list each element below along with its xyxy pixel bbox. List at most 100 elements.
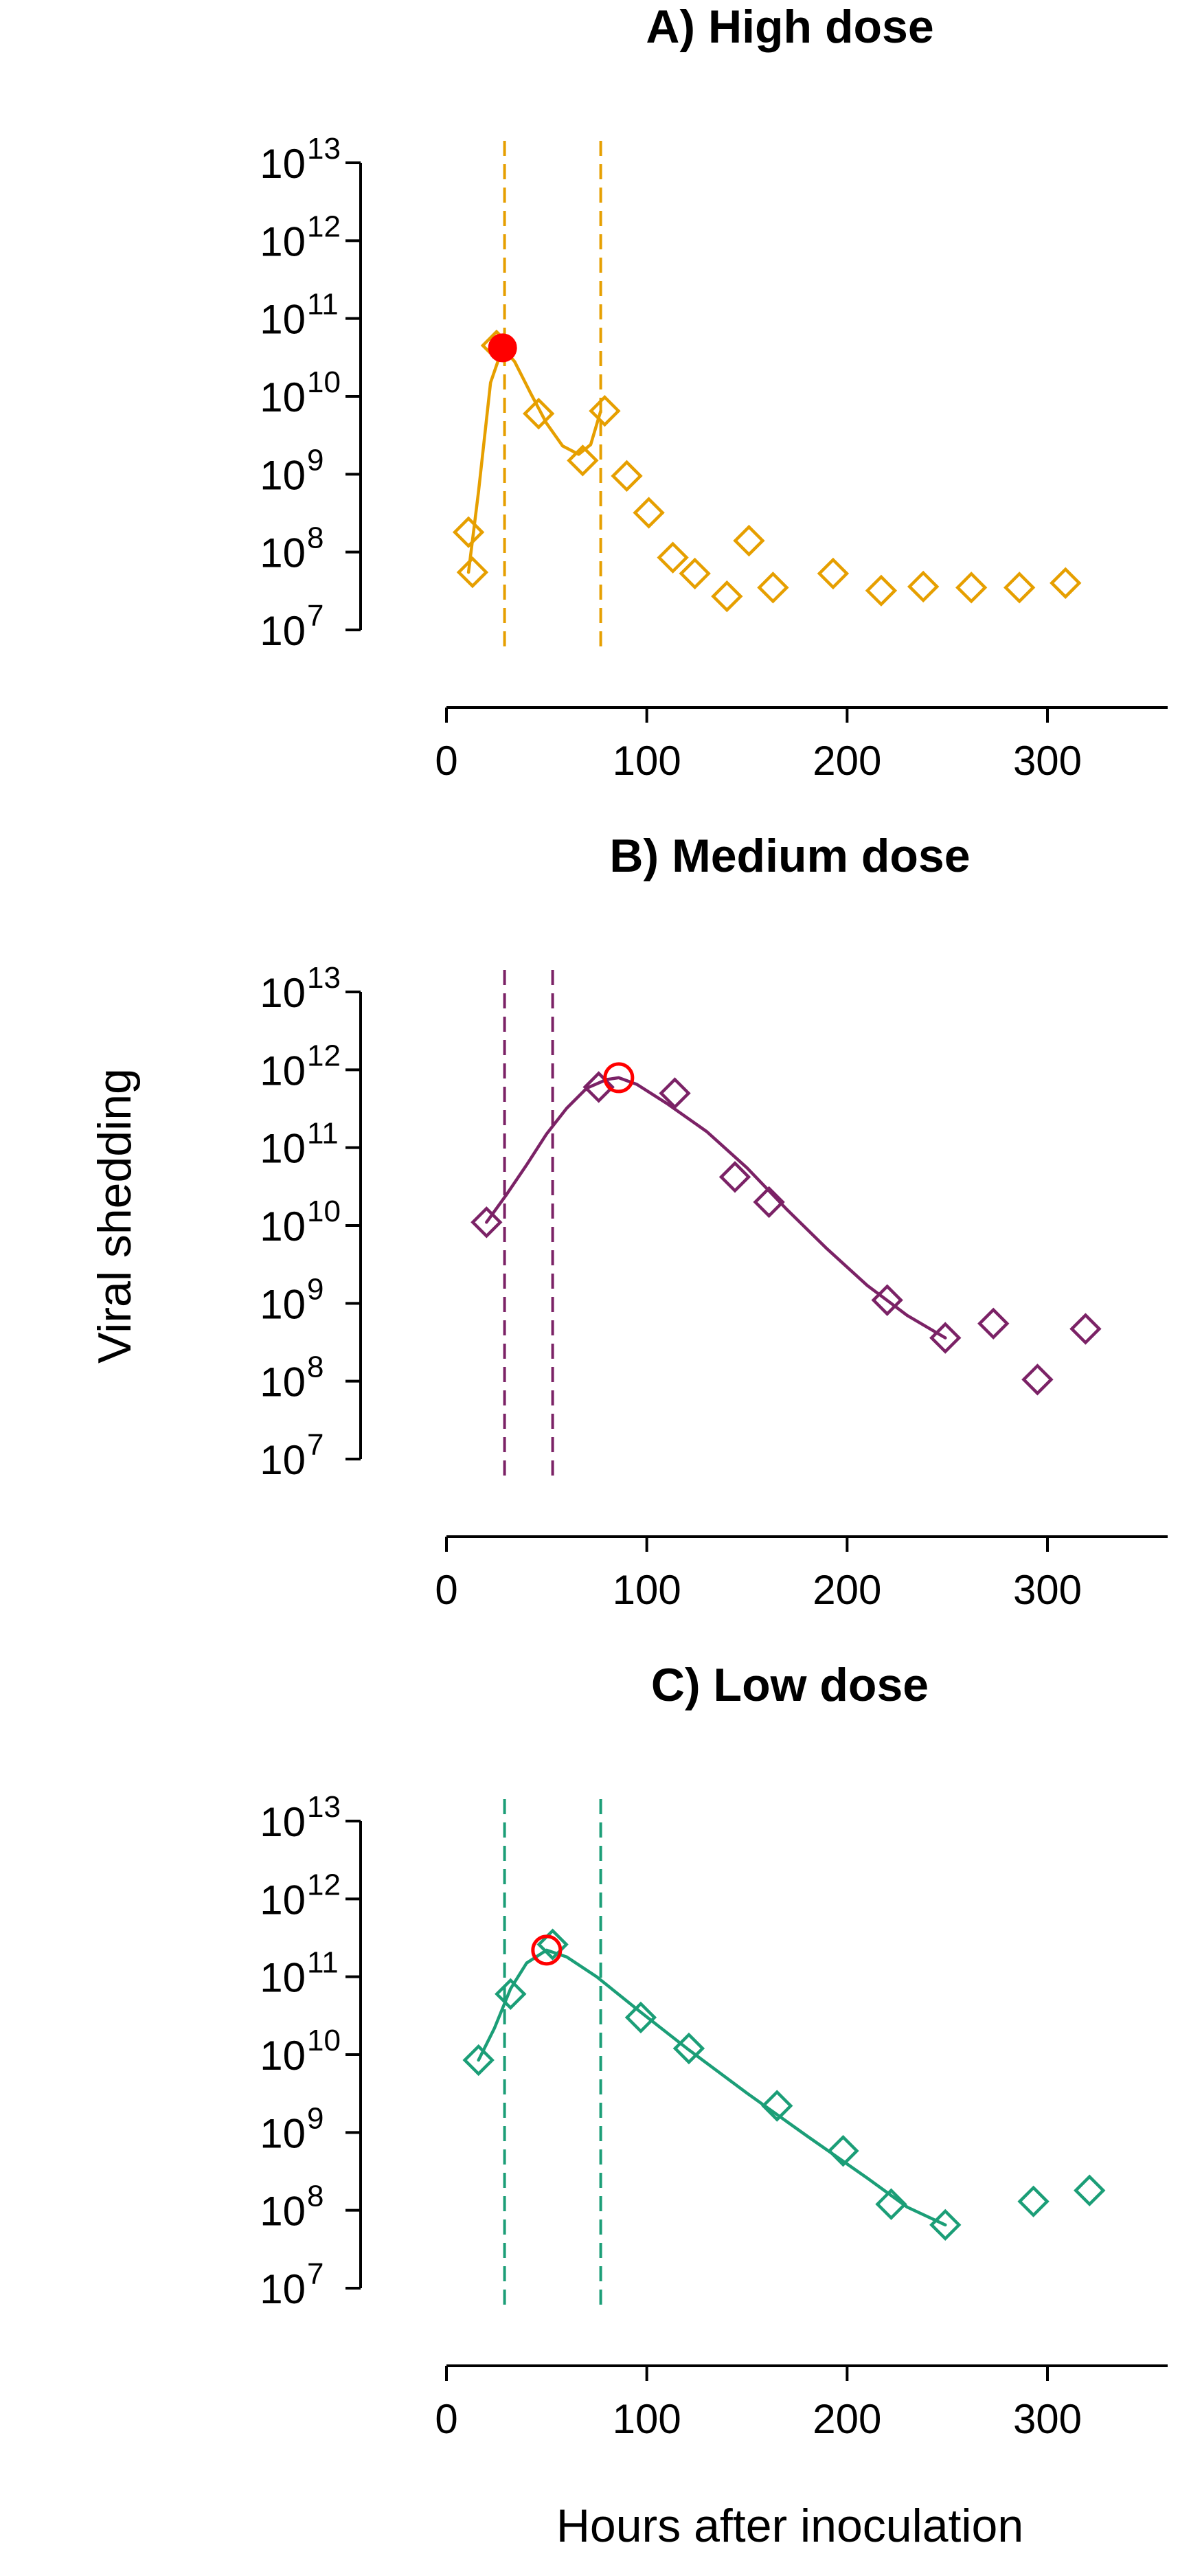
y-tick-exponent: 7: [307, 1428, 324, 1462]
y-tick-label: 10: [260, 1204, 306, 1250]
y-tick-exponent: 8: [307, 2180, 324, 2213]
x-tick-label: 100: [613, 738, 681, 784]
data-point: [624, 2001, 657, 2034]
data-point: [582, 1071, 615, 1103]
y-tick-exponent: 13: [307, 961, 341, 995]
y-tick-label: 10: [260, 2033, 306, 2079]
data-point: [462, 2044, 495, 2077]
y-tick-label: 10: [260, 1877, 306, 1923]
data-point: [929, 1322, 962, 1354]
y-tick-label: 10: [260, 1955, 306, 2001]
y-tick-exponent: 7: [307, 2257, 324, 2291]
data-point: [679, 557, 711, 590]
data-point: [470, 1206, 503, 1239]
y-tick-label: 10: [260, 452, 306, 498]
data-point: [1050, 567, 1082, 599]
data-point: [1017, 2185, 1050, 2217]
y-tick-exponent: 8: [307, 1351, 324, 1384]
y-tick-exponent: 12: [307, 1868, 341, 1901]
y-tick-exponent: 7: [307, 599, 324, 633]
data-point: [817, 557, 850, 590]
y-tick-exponent: 8: [307, 521, 324, 555]
y-tick-exponent: 9: [307, 443, 324, 477]
y-tick-exponent: 11: [307, 1946, 339, 1980]
data-point: [733, 524, 765, 557]
panel-title: C) Low dose: [651, 1659, 929, 1711]
x-tick-label: 100: [613, 2396, 681, 2442]
data-point: [907, 570, 940, 603]
panel-title: A) High dose: [646, 1, 933, 53]
y-tick-label: 10: [260, 1359, 306, 1405]
data-point: [1074, 2174, 1106, 2206]
x-axis-title: Hours after inoculation: [556, 2500, 1023, 2552]
y-tick-exponent: 13: [307, 1790, 341, 1824]
y-tick-label: 10: [260, 608, 306, 654]
data-point: [757, 572, 789, 604]
data-point: [1021, 1364, 1054, 1396]
fit-curve: [466, 346, 602, 574]
x-tick-label: 200: [813, 738, 881, 784]
data-point: [452, 516, 485, 548]
x-tick-label: 300: [1013, 738, 1082, 784]
x-tick-label: 300: [1013, 2396, 1082, 2442]
y-tick-label: 10: [260, 218, 306, 264]
y-tick-label: 10: [260, 141, 306, 187]
data-point: [633, 497, 665, 529]
data-point: [761, 2090, 793, 2122]
data-point: [753, 1186, 785, 1219]
data-point: [955, 572, 988, 604]
data-point: [611, 460, 643, 493]
y-axis-title: Viral shedding: [89, 1068, 141, 1364]
y-tick-exponent: 12: [307, 210, 341, 243]
data-point: [827, 2134, 859, 2167]
data-point: [1003, 572, 1036, 604]
data-point: [456, 556, 489, 589]
fit-curve: [477, 1948, 947, 2227]
data-point: [659, 1077, 691, 1109]
peak-marker: [531, 1934, 563, 1966]
y-tick-exponent: 11: [307, 1117, 339, 1151]
y-tick-label: 10: [260, 1437, 306, 1483]
y-tick-exponent: 11: [307, 288, 339, 321]
y-tick-exponent: 10: [307, 1195, 341, 1228]
peak-marker: [603, 1062, 635, 1094]
y-tick-exponent: 9: [307, 2101, 324, 2135]
data-point: [672, 2032, 705, 2065]
x-tick-label: 0: [435, 1567, 457, 1613]
x-tick-label: 200: [813, 1567, 881, 1613]
data-point: [1069, 1313, 1102, 1345]
y-tick-label: 10: [260, 1281, 306, 1327]
y-tick-label: 10: [260, 297, 306, 343]
data-point: [711, 580, 743, 613]
peak-marker: [488, 333, 517, 363]
x-tick-label: 0: [435, 2396, 457, 2442]
data-point: [929, 2208, 962, 2241]
y-tick-label: 10: [260, 374, 306, 420]
x-tick-label: 200: [813, 2396, 881, 2442]
y-tick-label: 10: [260, 2110, 306, 2156]
data-point: [536, 1928, 569, 1961]
x-tick-label: 0: [435, 738, 457, 784]
data-point: [589, 395, 621, 427]
data-point: [657, 541, 689, 574]
data-point: [567, 444, 599, 477]
data-point: [865, 574, 898, 607]
data-point: [871, 1284, 903, 1316]
y-tick-exponent: 10: [307, 365, 341, 399]
data-point: [977, 1307, 1010, 1340]
data-point: [495, 1978, 527, 2010]
y-tick-label: 10: [260, 530, 306, 576]
y-tick-label: 10: [260, 1048, 306, 1094]
panel-title: B) Medium dose: [609, 830, 970, 882]
data-point: [718, 1161, 751, 1193]
data-point: [875, 2188, 907, 2220]
y-tick-exponent: 10: [307, 2024, 341, 2057]
x-tick-label: 100: [613, 1567, 681, 1613]
y-tick-label: 10: [260, 970, 306, 1016]
fit-curve: [485, 1076, 947, 1340]
